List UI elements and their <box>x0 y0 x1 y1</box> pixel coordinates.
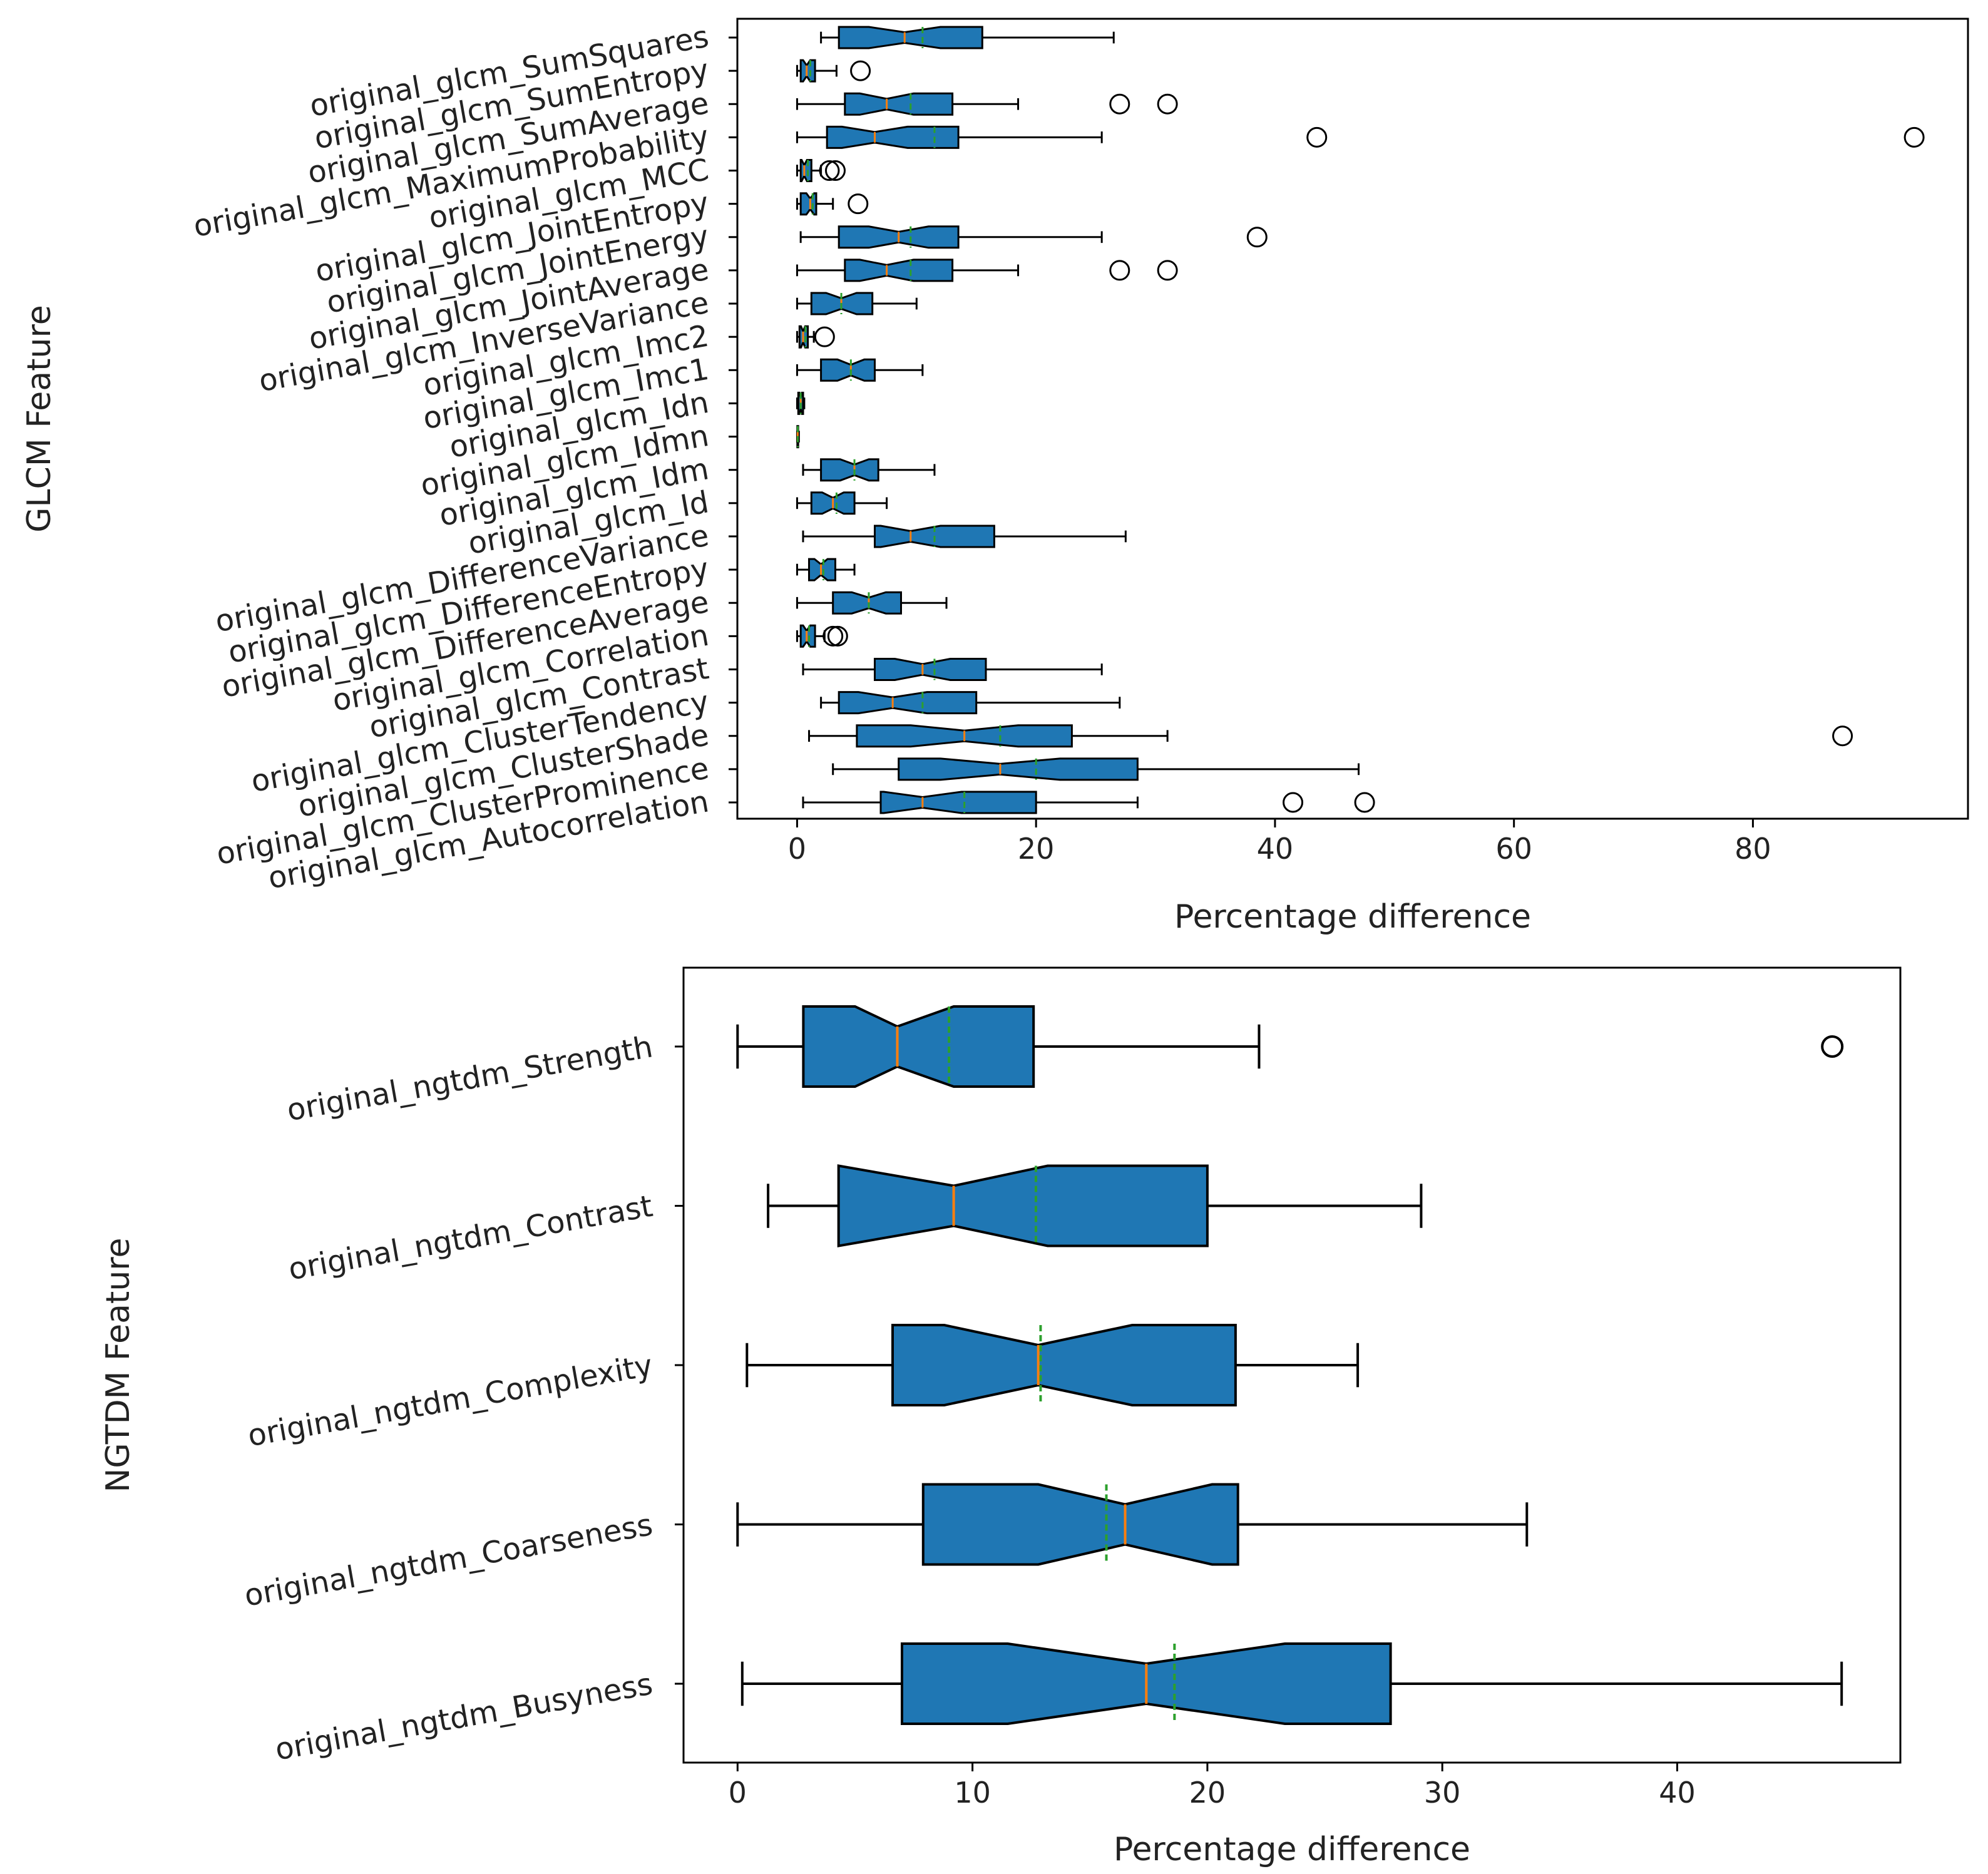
glcm-plot-area <box>796 26 1925 814</box>
glcm-box-group <box>799 225 1268 249</box>
glcm-flier-point <box>822 625 844 647</box>
glcm-x-tick-label: 0 <box>788 832 806 866</box>
ngtdm-y-axis-title: NGTDM Feature <box>100 1237 137 1492</box>
glcm-box <box>898 757 1139 781</box>
ngtdm-x-tick-label: 0 <box>729 1776 747 1810</box>
ngtdm-box-group <box>736 1005 1844 1088</box>
glcm-box-group <box>796 125 1925 149</box>
glcm-flier-point <box>1109 93 1130 115</box>
glcm-flier-point <box>1283 792 1304 813</box>
glcm-box <box>820 358 876 382</box>
glcm-box-group <box>820 26 1115 49</box>
glcm-flier-point <box>825 160 846 182</box>
glcm-box-group <box>796 591 948 615</box>
glcm-box-group <box>796 624 848 648</box>
glcm-box-group <box>796 491 888 515</box>
glcm-box-group <box>796 391 806 415</box>
glcm-box <box>838 691 978 715</box>
glcm-box-group <box>796 192 869 216</box>
glcm-box <box>844 92 954 116</box>
ngtdm-box <box>802 1005 1035 1088</box>
glcm-x-ticks: 0 20 40 60 80 <box>788 819 1771 866</box>
glcm-box-group <box>832 757 1360 781</box>
glcm-flier-point <box>819 160 840 182</box>
glcm-box-group <box>796 92 1178 116</box>
glcm-box-group <box>802 525 1127 548</box>
glcm-box <box>799 159 812 182</box>
glcm-box-group <box>796 59 871 83</box>
glcm-flier-point <box>1246 227 1268 248</box>
glcm-box-group <box>796 292 918 315</box>
glcm-y-axis-title: GLCM Feature <box>21 305 58 532</box>
glcm-box-group <box>796 159 846 182</box>
ngtdm-x-tick-label: 20 <box>1189 1776 1226 1810</box>
ngtdm-x-tick-label: 10 <box>954 1776 991 1810</box>
glcm-box <box>874 658 987 681</box>
glcm-flier-point <box>1157 260 1178 281</box>
glcm-flier-point <box>827 625 848 647</box>
glcm-x-tick-label: 20 <box>1018 832 1055 866</box>
glcm-box <box>879 791 1037 814</box>
ngtdm-box-group <box>736 1483 1529 1566</box>
glcm-box <box>799 624 816 648</box>
glcm-boxplot-chart: 0 20 40 60 80 original_glcm_SumSquaresorigin… <box>21 18 1969 936</box>
glcm-box <box>844 259 954 282</box>
ngtdm-box <box>921 1483 1239 1566</box>
glcm-flier-point <box>1109 260 1130 281</box>
glcm-box-group <box>808 724 1853 748</box>
glcm-flier-point <box>848 193 869 215</box>
glcm-box-group <box>802 658 1103 681</box>
ngtdm-box <box>891 1324 1237 1406</box>
glcm-box-group <box>802 458 936 482</box>
glcm-box-group <box>796 259 1178 282</box>
ngtdm-x-ticks: 0 10 20 30 40 <box>729 1763 1696 1810</box>
glcm-box <box>799 59 816 83</box>
glcm-box <box>826 125 960 149</box>
glcm-box <box>820 458 879 482</box>
ngtdm-box-group <box>745 1324 1360 1406</box>
glcm-axes-frame <box>736 18 1969 820</box>
glcm-flier-point <box>1306 126 1328 148</box>
glcm-flier-point <box>1832 725 1853 747</box>
glcm-box-group <box>796 425 800 449</box>
glcm-flier-point <box>1903 126 1925 148</box>
glcm-box-group <box>802 791 1375 814</box>
glcm-box <box>832 591 902 615</box>
glcm-flier-point <box>814 326 835 347</box>
ngtdm-flier-point <box>1821 1035 1844 1058</box>
glcm-x-tick-label: 80 <box>1734 832 1771 866</box>
glcm-flier-point <box>850 60 871 81</box>
glcm-box-group <box>796 325 835 349</box>
glcm-flier-point <box>1157 93 1178 115</box>
glcm-x-tick-label: 40 <box>1257 832 1294 866</box>
ngtdm-box-group <box>740 1642 1843 1725</box>
ngtdm-plot-area <box>736 1005 1844 1725</box>
ngtdm-x-tick-label: 30 <box>1424 1776 1461 1810</box>
glcm-x-axis-title: Percentage difference <box>1174 898 1531 936</box>
glcm-box-group <box>820 691 1121 715</box>
ngtdm-box-group <box>767 1164 1423 1247</box>
ngtdm-x-axis-title: Percentage difference <box>1114 1831 1470 1868</box>
ngtdm-box <box>837 1164 1209 1247</box>
glcm-box-group <box>796 358 924 382</box>
glcm-box <box>799 192 817 216</box>
ngtdm-x-tick-label: 40 <box>1659 1776 1696 1810</box>
glcm-x-tick-label: 60 <box>1495 832 1532 866</box>
glcm-box-group <box>796 558 856 581</box>
glcm-box <box>808 558 836 581</box>
glcm-box <box>838 26 983 49</box>
glcm-flier-point <box>1354 792 1375 813</box>
